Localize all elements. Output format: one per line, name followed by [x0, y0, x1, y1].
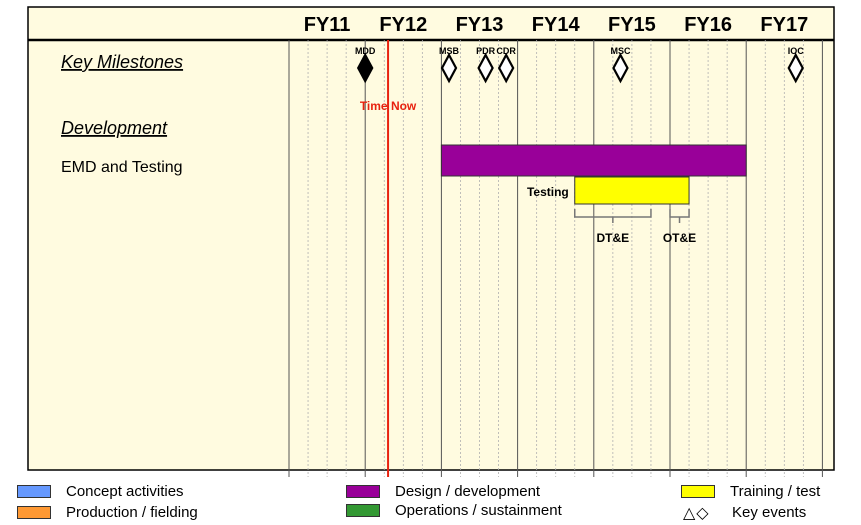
- legend-item-production: Production / fielding: [17, 503, 198, 521]
- legend-item-key-events: △◇ Key events: [683, 502, 807, 522]
- fy-label-fy16: FY16: [684, 14, 732, 36]
- milestone-diamond-msb: [440, 52, 458, 84]
- row-label-development: Development: [61, 118, 168, 138]
- span-bracket-0: [574, 209, 652, 223]
- legend-swatch-production: [17, 505, 51, 519]
- bar-label-test: Testing: [527, 185, 569, 199]
- legend-label-operations: Operations / sustainment: [395, 501, 562, 519]
- legend-item-design: Design / development: [346, 482, 540, 500]
- legend-item-test: Training / test: [681, 482, 820, 500]
- span-label-0: DT&E: [597, 231, 630, 245]
- legend-label-concept: Concept activities: [66, 482, 184, 500]
- milestone-label-cdr: CDR: [496, 46, 516, 56]
- milestone-diamond-msc: [612, 52, 629, 84]
- bar-test: [574, 176, 690, 205]
- fy-label-fy12: FY12: [379, 14, 427, 36]
- row-label-emd: EMD and Testing: [61, 159, 183, 176]
- legend-label-test: Training / test: [730, 482, 821, 500]
- chart-background: [27, 6, 835, 471]
- legend-item-operations: Operations / sustainment: [346, 501, 562, 519]
- fy-label-fy14: FY14: [532, 14, 581, 36]
- legend-label-design: Design / development: [395, 482, 541, 500]
- milestone-diamond-mdd: [356, 52, 374, 84]
- milestone-label-mdd: MDD: [355, 46, 376, 56]
- span-bracket-1: [669, 209, 690, 223]
- milestone-diamond-cdr: [497, 52, 515, 84]
- key-events-symbol-icon: △◇: [683, 502, 710, 522]
- fy-label-fy17: FY17: [760, 14, 808, 36]
- milestone-label-msb: MSB: [439, 46, 460, 56]
- row-label-milestones: Key Milestones: [61, 52, 183, 72]
- legend-label-key-events: Key events: [732, 503, 807, 521]
- legend-swatch-test: [681, 484, 715, 498]
- span-label-1: OT&E: [663, 231, 696, 245]
- legend-item-concept: Concept activities: [17, 482, 184, 500]
- milestone-diamond-pdr: [477, 52, 494, 84]
- milestone-label-ioc: IOC: [788, 46, 805, 56]
- legend-swatch-design: [346, 484, 380, 498]
- fy-label-fy15: FY15: [608, 14, 656, 36]
- legend-label-production: Production / fielding: [66, 503, 198, 521]
- legend: Concept activities Production / fielding…: [0, 482, 861, 525]
- milestone-diamond-ioc: [787, 52, 804, 84]
- milestone-label-msc: MSC: [610, 46, 631, 56]
- milestone-label-pdr: PDR: [476, 46, 496, 56]
- fy-label-fy13: FY13: [456, 14, 504, 36]
- legend-swatch-concept: [17, 484, 51, 498]
- legend-swatch-operations: [346, 503, 380, 517]
- time-now-label: Time Now: [360, 99, 417, 113]
- fy-label-fy11: FY11: [304, 14, 351, 36]
- bar-design: [440, 144, 747, 177]
- schedule-chart: FY11 FY12 FY13 FY14 FY15 FY16 FY17 Key Mileston…: [27, 6, 835, 477]
